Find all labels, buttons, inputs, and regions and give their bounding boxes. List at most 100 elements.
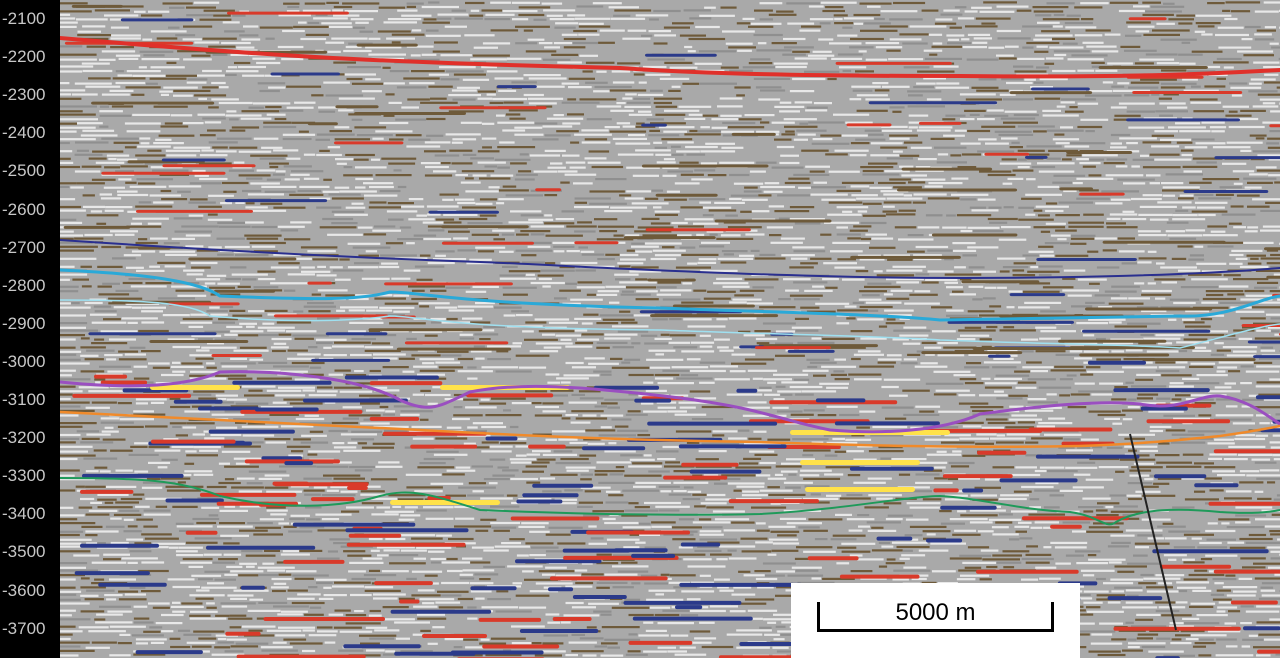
reflection-streak <box>614 273 639 276</box>
reflection-streak <box>687 490 702 493</box>
reflection-streak <box>596 562 619 565</box>
reflection-streak <box>253 286 279 289</box>
reflection-streak <box>1237 50 1274 53</box>
reflection-streak <box>1052 25 1063 28</box>
reflection-streak <box>545 234 583 237</box>
reflection-event <box>165 498 224 503</box>
reflection-streak <box>1072 530 1086 533</box>
reflection-streak <box>867 529 897 532</box>
reflection-streak <box>247 193 284 196</box>
reflection-streak <box>911 577 927 581</box>
reflection-streak <box>60 562 88 565</box>
reflection-streak <box>546 14 563 17</box>
reflection-streak <box>1080 569 1115 572</box>
reflection-streak <box>60 234 84 237</box>
reflection-streak <box>228 617 253 620</box>
reflection-streak <box>1027 270 1060 273</box>
reflection-streak <box>1085 301 1105 304</box>
reflection-streak <box>1008 394 1028 397</box>
reflection-streak <box>579 397 604 400</box>
reflection-streak <box>800 469 832 472</box>
reflection-streak <box>1122 366 1158 369</box>
reflection-streak <box>163 242 180 245</box>
reflection-streak <box>283 525 297 528</box>
reflection-streak <box>1214 342 1224 345</box>
reflection-streak <box>301 270 331 273</box>
reflection-streak <box>585 429 616 432</box>
reflection-streak <box>1007 473 1041 477</box>
reflection-streak <box>1224 382 1236 385</box>
reflection-streak <box>290 514 310 517</box>
reflection-streak <box>519 153 529 156</box>
reflection-streak <box>549 18 575 21</box>
reflection-streak <box>589 202 627 205</box>
reflection-streak <box>612 325 649 328</box>
reflection-streak <box>272 641 287 644</box>
reflection-streak <box>743 190 762 193</box>
reflection-streak <box>720 261 747 264</box>
reflection-streak <box>733 182 764 185</box>
reflection-streak <box>444 25 467 28</box>
reflection-streak <box>620 293 651 296</box>
reflection-streak <box>163 438 179 441</box>
reflection-streak <box>773 638 785 641</box>
reflection-streak <box>124 593 146 596</box>
reflection-streak <box>1126 517 1140 520</box>
reflection-streak <box>416 509 447 512</box>
reflection-streak <box>425 34 461 37</box>
reflection-streak <box>261 185 297 188</box>
reflection-streak <box>967 546 990 549</box>
reflection-streak <box>201 506 220 509</box>
reflection-streak <box>345 374 367 377</box>
reflection-streak <box>739 289 765 292</box>
reflection-streak <box>983 1 1017 4</box>
reflection-streak <box>266 490 302 493</box>
reflection-streak <box>317 133 355 136</box>
reflection-streak <box>264 438 291 441</box>
reflection-streak <box>984 386 1012 389</box>
reflection-streak <box>1228 610 1241 613</box>
reflection-event <box>510 516 600 521</box>
reflection-streak <box>1082 154 1118 157</box>
reflection-streak <box>998 238 1027 241</box>
reflection-streak <box>142 481 176 484</box>
reflection-streak <box>178 546 203 549</box>
reflection-streak <box>784 125 818 128</box>
reflection-streak <box>1085 29 1111 32</box>
reflection-streak <box>452 138 477 141</box>
reflection-streak <box>1161 374 1192 377</box>
reflection-streak <box>419 358 455 361</box>
reflection-streak <box>1131 165 1140 168</box>
reflection-streak <box>364 194 398 197</box>
reflection-streak <box>643 621 654 624</box>
depth-tick-label: -3500 <box>2 542 58 563</box>
reflection-streak <box>551 53 579 56</box>
reflection-streak <box>988 518 1022 521</box>
reflection-streak <box>463 442 476 445</box>
reflection-streak <box>220 534 249 537</box>
reflection-streak <box>319 226 357 229</box>
reflection-streak <box>1276 494 1280 497</box>
reflection-event <box>714 219 832 223</box>
reflection-streak <box>650 257 677 261</box>
reflection-streak <box>738 570 751 573</box>
reflection-streak <box>361 502 384 505</box>
reflection-streak <box>574 569 588 572</box>
reflection-streak <box>141 561 165 564</box>
reflection-streak <box>1226 354 1256 357</box>
reflection-streak <box>704 6 716 9</box>
reflection-event <box>478 617 542 622</box>
reflection-streak <box>684 117 706 120</box>
reflection-streak <box>317 390 338 393</box>
reflection-streak <box>430 561 441 564</box>
reflection-streak <box>1106 158 1128 161</box>
reflection-streak <box>803 409 825 412</box>
reflection-streak <box>298 21 307 24</box>
reflection-streak <box>951 177 969 180</box>
reflection-streak <box>1052 181 1072 184</box>
reflection-streak <box>229 266 247 269</box>
reflection-streak <box>622 37 651 40</box>
reflection-streak <box>822 337 855 340</box>
reflection-streak <box>878 181 906 185</box>
reflection-streak <box>212 321 235 324</box>
